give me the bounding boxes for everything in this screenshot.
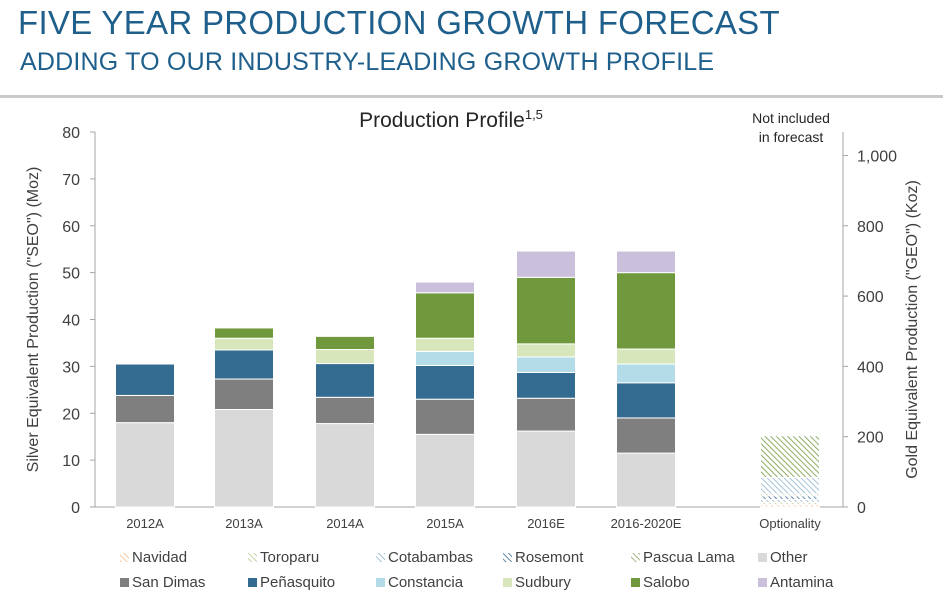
legend-swatch-salobo [631, 578, 640, 587]
bar-antamina-2016-2020e [616, 250, 676, 274]
legend-label-constancia: Constancia [388, 574, 464, 591]
y-tick-label: 60 [62, 219, 80, 236]
legend-swatch-penasquito [248, 578, 257, 587]
y-tick-label: 40 [62, 313, 80, 330]
legend-label-san-dimas: San Dimas [132, 574, 205, 591]
legend-label-salobo: Salobo [643, 574, 690, 591]
y-tick-label: 10 [62, 453, 80, 470]
chart-title: Production Profile1,5 [359, 107, 543, 132]
page-subtitle: ADDING TO OUR INDUSTRY-LEADING GROWTH PR… [20, 48, 715, 76]
y2-tick-label: 800 [857, 219, 884, 236]
x-tick-label: 2013A [225, 516, 263, 531]
x-tick-label: Optionality [759, 516, 821, 531]
x-tick-label: 2012A [126, 516, 164, 531]
bar-penasquito-2012a [115, 363, 175, 396]
bar-penasquito-2016e [516, 371, 576, 399]
y2-tick-label: 600 [857, 289, 884, 306]
bar-penasquito-2015a [415, 364, 475, 400]
legend-label-cotabambas: Cotabambas [388, 549, 473, 566]
bar-antamina-2016e [516, 250, 576, 278]
y-tick-label: 0 [71, 500, 80, 517]
legend-label-navidad: Navidad [132, 549, 187, 566]
y2-tick-label: 200 [857, 430, 884, 447]
bar-penasquito-2013a [214, 349, 274, 380]
bar-san-dimas-2016-2020e [616, 417, 676, 454]
x-tick-label: 2015A [426, 516, 464, 531]
bar-san-dimas-2016e [516, 397, 576, 432]
legend-label-rosemont: Rosemont [515, 549, 584, 566]
legend-swatch-pascua-lama [631, 553, 640, 562]
bar-cotabambas-optionality [760, 476, 820, 495]
y2-tick-label: 0 [857, 500, 866, 517]
bar-penasquito-2016-2020e [616, 382, 676, 419]
bar-other-2014a [315, 423, 375, 508]
header-divider [0, 95, 943, 98]
bar-other-2015a [415, 433, 475, 508]
legend-swatch-san-dimas [120, 578, 129, 587]
bar-salobo-2013a [214, 327, 274, 339]
legend-label-sudbury: Sudbury [515, 574, 571, 591]
x-tick-label: 2016-2020E [611, 516, 682, 531]
annotation-not-included: Not included [752, 110, 830, 126]
page-title: FIVE YEAR PRODUCTION GROWTH FORECAST [18, 4, 780, 41]
legend-label-toroparu: Toroparu [260, 549, 319, 566]
bar-constancia-2016e [516, 356, 576, 373]
bar-salobo-2014a [315, 335, 375, 350]
bar-other-2016e [516, 430, 576, 508]
y-tick-label: 80 [62, 125, 80, 142]
bar-sudbury-2016e [516, 343, 576, 358]
legend-swatch-constancia [376, 578, 385, 587]
bar-sudbury-2015a [415, 337, 475, 352]
y-tick-label: 30 [62, 359, 80, 376]
legend-label-antamina: Antamina [770, 574, 834, 591]
bar-salobo-2015a [415, 292, 475, 339]
bar-other-2013a [214, 409, 274, 508]
x-tick-label: 2016E [527, 516, 565, 531]
y-axis-label: Silver Equivalent Production ("SEO") (Mo… [25, 167, 42, 473]
bar-salobo-2016-2020e [616, 272, 676, 350]
legend-swatch-navidad [120, 553, 129, 562]
legend-swatch-other [758, 553, 767, 562]
legend-swatch-antamina [758, 578, 767, 587]
bar-penasquito-2014a [315, 363, 375, 398]
legend-swatch-rosemont [503, 553, 512, 562]
bar-salobo-2016e [516, 276, 576, 345]
legend-label-pascua-lama: Pascua Lama [643, 549, 735, 566]
bar-other-2016-2020e [616, 452, 676, 508]
bar-other-2012a [115, 422, 175, 508]
legend-label-other: Other [770, 549, 808, 566]
bar-rosemont-optionality [760, 495, 820, 500]
legend-label-penasquito: Peñasquito [260, 574, 335, 591]
bar-sudbury-2013a [214, 337, 274, 351]
legend-swatch-cotabambas [376, 553, 385, 562]
bar-constancia-2016-2020e [616, 363, 676, 384]
bar-san-dimas-2013a [214, 378, 274, 410]
y-tick-label: 20 [62, 406, 80, 423]
annotation-not-included: in forecast [759, 129, 824, 145]
bar-san-dimas-2014a [315, 396, 375, 425]
y-tick-label: 70 [62, 172, 80, 189]
bar-sudbury-2014a [315, 349, 375, 365]
x-tick-label: 2014A [326, 516, 364, 531]
y2-tick-label: 400 [857, 359, 884, 376]
header: FIVE YEAR PRODUCTION GROWTH FORECAST ADD… [0, 0, 943, 98]
legend-swatch-toroparu [248, 553, 257, 562]
bar-antamina-2015a [415, 281, 475, 294]
y2-tick-label: 1,000 [857, 148, 897, 165]
bar-san-dimas-2012a [115, 394, 175, 424]
y2-axis-label: Gold Equivalent Production ("GEO") (Koz) [904, 180, 921, 479]
legend-swatch-sudbury [503, 578, 512, 587]
bar-constancia-2015a [415, 350, 475, 366]
bar-salobo-optionality [760, 435, 820, 478]
bar-sudbury-2016-2020e [616, 348, 676, 365]
chart-title-superscript: 1,5 [525, 107, 543, 122]
bar-san-dimas-2015a [415, 398, 475, 435]
y-tick-label: 50 [62, 266, 80, 283]
